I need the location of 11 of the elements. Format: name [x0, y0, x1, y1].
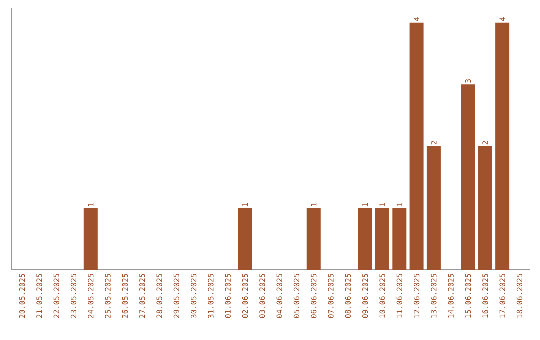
bar: [461, 84, 476, 270]
bar: [392, 208, 407, 270]
bar: [496, 22, 510, 270]
bar: [478, 146, 492, 270]
bar: [84, 208, 98, 270]
bar: [306, 208, 321, 270]
bar: [410, 22, 424, 270]
bar: [358, 208, 372, 270]
bar: [375, 208, 390, 270]
bar: [238, 208, 252, 270]
bar: [426, 146, 441, 270]
